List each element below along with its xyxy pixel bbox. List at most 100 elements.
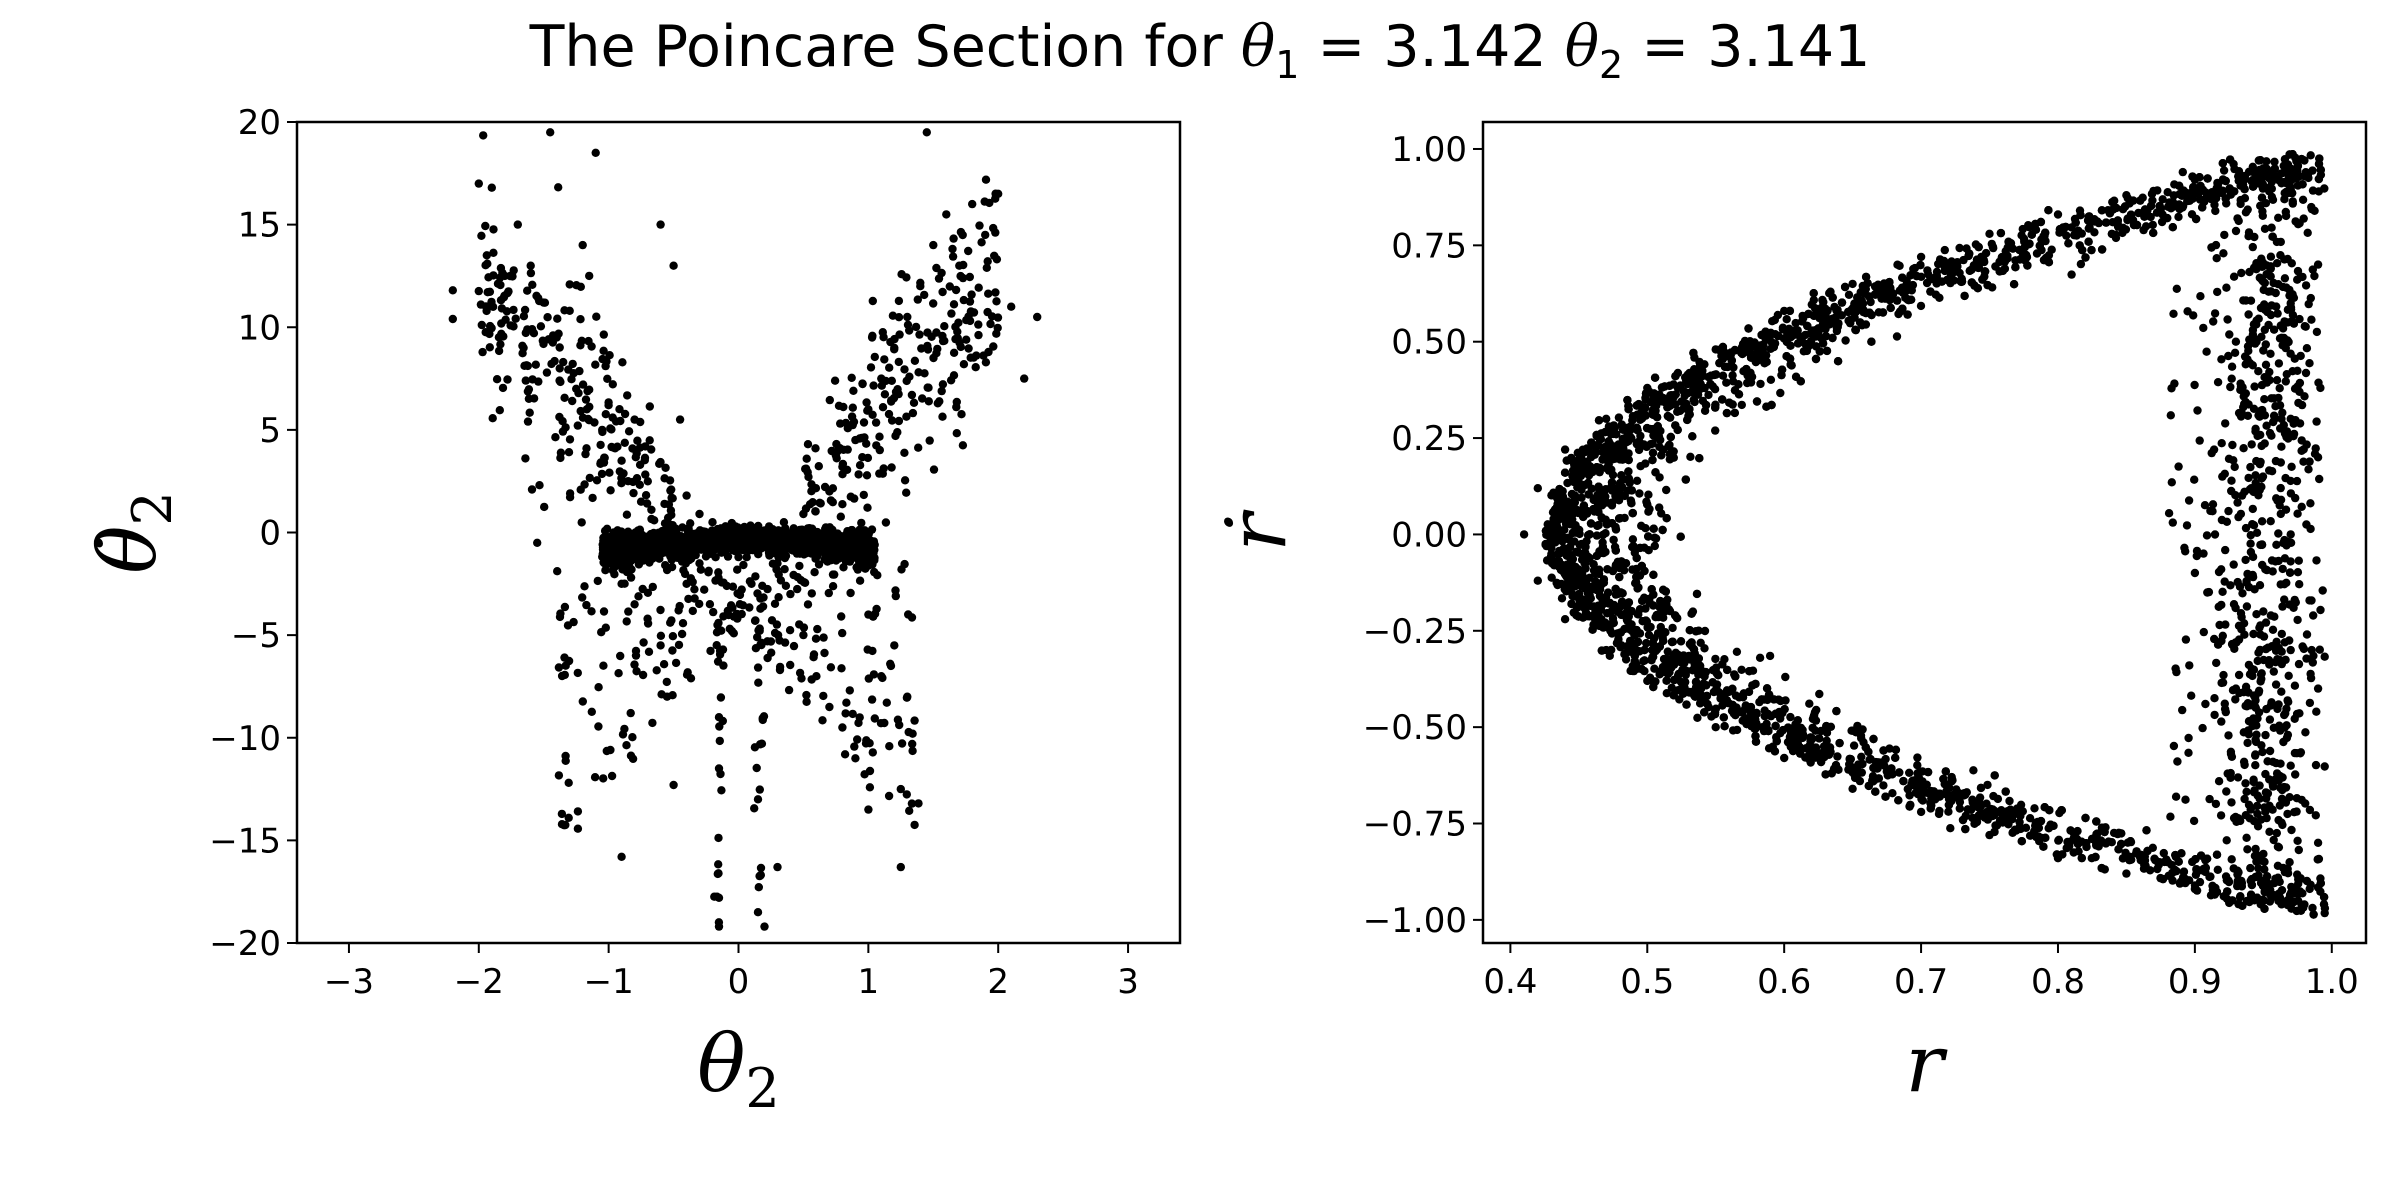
title-theta2-symbol: θ bbox=[1564, 14, 1600, 80]
data-point bbox=[908, 408, 918, 418]
data-point bbox=[680, 569, 690, 579]
data-point bbox=[853, 538, 863, 547]
data-point bbox=[677, 629, 687, 639]
data-point bbox=[896, 784, 905, 794]
data-point bbox=[929, 465, 939, 474]
data-point bbox=[710, 892, 719, 901]
data-point bbox=[594, 722, 603, 731]
data-point bbox=[555, 364, 564, 373]
data-point bbox=[675, 601, 684, 611]
title-theta1-value: = 3.142 bbox=[1299, 14, 1565, 80]
x-tick-label: −1 bbox=[584, 962, 634, 1002]
data-point bbox=[583, 414, 593, 424]
data-point bbox=[947, 309, 956, 318]
data-point bbox=[686, 519, 695, 528]
data-point bbox=[617, 456, 626, 465]
data-point bbox=[614, 669, 623, 678]
data-point bbox=[770, 628, 780, 638]
data-point bbox=[1848, 784, 1857, 793]
data-point bbox=[627, 556, 636, 565]
data-point bbox=[1926, 273, 1935, 282]
data-point bbox=[914, 443, 923, 452]
data-point bbox=[1983, 814, 1992, 823]
data-point bbox=[616, 416, 625, 426]
data-point bbox=[929, 240, 938, 250]
data-point bbox=[601, 361, 610, 371]
data-point bbox=[810, 536, 819, 545]
data-point bbox=[843, 527, 852, 536]
data-point bbox=[861, 739, 871, 748]
y-tick-label: 0 bbox=[259, 514, 281, 554]
data-point bbox=[1560, 445, 1570, 454]
data-point bbox=[841, 709, 850, 718]
data-point bbox=[2286, 761, 2295, 770]
data-point bbox=[864, 805, 873, 814]
data-point bbox=[474, 286, 483, 296]
data-point bbox=[796, 576, 806, 585]
data-point bbox=[1720, 722, 1729, 731]
data-point bbox=[887, 463, 896, 472]
data-point bbox=[668, 691, 677, 700]
data-point bbox=[1879, 746, 1888, 755]
data-point bbox=[635, 525, 645, 534]
data-point bbox=[528, 375, 537, 384]
data-point bbox=[780, 565, 789, 574]
data-point bbox=[799, 630, 808, 640]
data-point bbox=[814, 462, 823, 471]
data-point bbox=[880, 390, 890, 399]
data-point bbox=[585, 473, 594, 483]
data-point bbox=[753, 908, 763, 917]
data-point bbox=[1602, 414, 1611, 423]
data-point bbox=[1716, 694, 1725, 703]
data-point bbox=[760, 922, 769, 931]
data-point bbox=[684, 594, 693, 604]
data-point bbox=[2053, 210, 2063, 219]
data-point bbox=[878, 469, 887, 478]
data-point bbox=[1985, 229, 1994, 238]
data-point bbox=[557, 671, 567, 681]
data-point bbox=[803, 524, 812, 533]
data-point bbox=[868, 331, 877, 340]
data-point bbox=[478, 347, 487, 357]
data-point bbox=[553, 314, 562, 323]
data-point bbox=[615, 405, 624, 414]
data-point bbox=[949, 234, 958, 243]
data-point bbox=[1783, 723, 1793, 732]
data-point bbox=[650, 516, 659, 525]
data-point bbox=[523, 286, 532, 295]
data-point bbox=[808, 548, 817, 557]
data-point bbox=[573, 807, 583, 816]
data-point bbox=[2221, 176, 2230, 186]
data-point bbox=[592, 476, 602, 485]
data-point bbox=[2030, 804, 2039, 813]
data-point bbox=[1737, 400, 1747, 410]
data-point bbox=[496, 340, 505, 349]
data-point bbox=[1641, 604, 1650, 613]
data-point bbox=[2004, 820, 2013, 829]
data-point bbox=[1659, 613, 1668, 622]
data-point bbox=[828, 498, 837, 507]
data-point bbox=[477, 320, 486, 330]
data-point bbox=[820, 648, 829, 658]
data-point bbox=[1811, 354, 1821, 364]
data-point bbox=[656, 220, 665, 229]
data-point bbox=[617, 479, 626, 488]
data-point bbox=[925, 436, 934, 445]
data-point bbox=[905, 806, 914, 815]
data-point bbox=[643, 619, 653, 628]
y-tick-label: 5 bbox=[259, 411, 281, 451]
data-point bbox=[868, 646, 877, 656]
data-point bbox=[561, 751, 570, 761]
data-point bbox=[1519, 530, 1529, 539]
data-point bbox=[773, 862, 782, 872]
data-point bbox=[750, 544, 759, 554]
data-point bbox=[719, 661, 728, 670]
data-point bbox=[1822, 736, 1831, 745]
data-point bbox=[521, 454, 530, 463]
data-point bbox=[1776, 696, 1785, 706]
data-point bbox=[932, 263, 941, 273]
data-point bbox=[727, 626, 737, 636]
data-point bbox=[494, 346, 504, 356]
data-point bbox=[967, 290, 976, 299]
